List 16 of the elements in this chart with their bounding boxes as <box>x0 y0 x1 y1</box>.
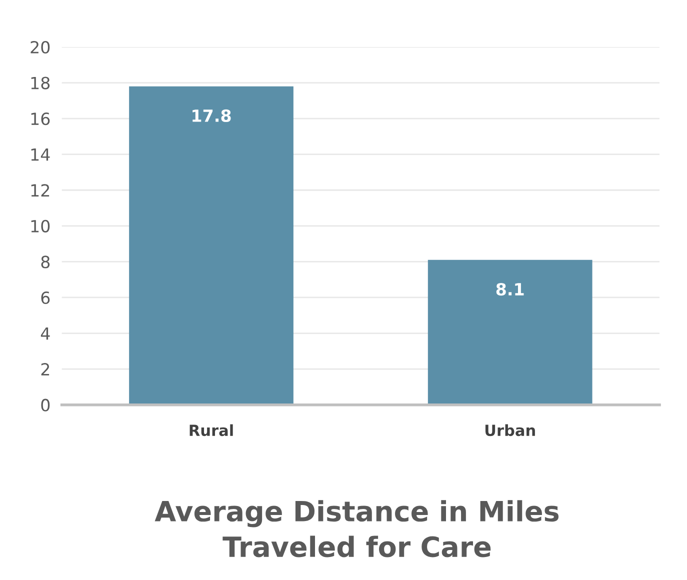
y-tick-label: 18 <box>31 76 50 90</box>
y-tick-label: 0 <box>41 398 50 412</box>
y-tick-label: 6 <box>41 291 50 304</box>
y-tick-label: 2 <box>41 363 50 376</box>
text: Average Distance in Miles Traveled for Care <box>154 500 559 558</box>
y-tick-label: 16 <box>31 112 50 126</box>
y-tick-label: 14 <box>31 148 50 161</box>
data-label: 17.8 <box>192 109 231 122</box>
y-tick-label: 10 <box>31 220 50 232</box>
x-tick-label: Rural <box>190 424 233 436</box>
x-tick-label: Urban <box>485 424 535 436</box>
y-tick-label: 4 <box>40 327 50 340</box>
y-tick-label: 20 <box>30 40 50 54</box>
y-tick-label: 8 <box>41 256 50 268</box>
y-tick-label: 12 <box>31 184 50 196</box>
data-label: 8.1 <box>496 282 524 296</box>
